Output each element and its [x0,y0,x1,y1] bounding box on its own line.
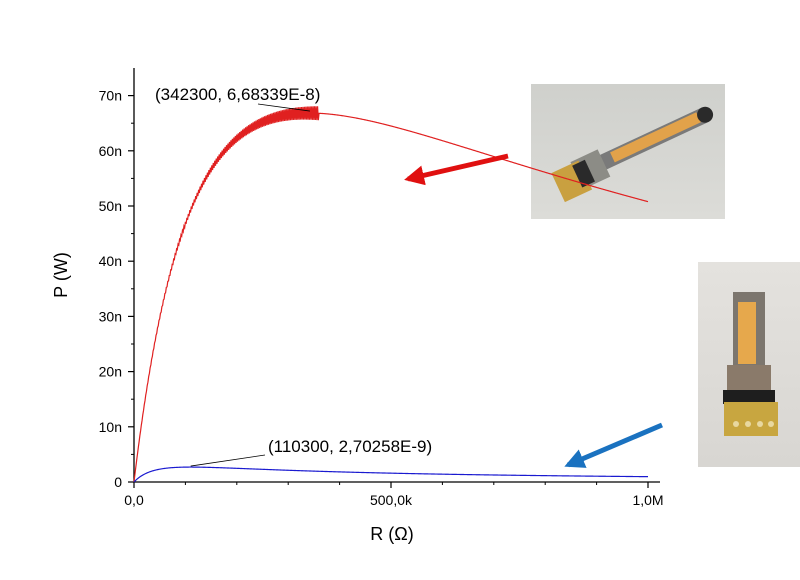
series-line-2 [133,466,649,483]
y-tick-label: 30n [99,308,122,324]
device-photo-red [531,84,725,219]
arrow-layer [404,153,663,468]
y-ticks: 0 10n 20n 30n 40n 50n 60n 70n [99,88,134,490]
peak-annotation: (342300, 6,68339E-8) [155,85,320,104]
x-tick-label: 1,0M [632,492,663,508]
pointer-arrow [404,153,509,186]
series-line-1 [133,106,649,483]
y-tick-label: 60n [99,143,122,159]
y-tick-label: 20n [99,364,122,380]
annotation-leader [257,103,310,112]
x-tick-label: 0,0 [124,492,144,508]
x-ticks: 0,0 500,0k 1,0M [124,482,664,508]
y-tick-label: 50n [99,198,122,214]
x-axis-title: R (Ω) [370,524,413,544]
peak-annotation: (110300, 2,70258E-9) [268,437,432,456]
y-axis-title: P (W) [51,252,71,298]
y-tick-label: 10n [99,419,122,435]
device-photo-blue [698,262,800,467]
y-tick-label: 70n [99,88,122,104]
y-tick-label: 40n [99,253,122,269]
y-tick-label: 0 [114,474,122,490]
x-tick-label: 500,0k [370,492,413,508]
annotation-layer: (342300, 6,68339E-8) (110300, 2,70258E-9) [155,85,432,467]
series-layer [133,106,649,483]
pointer-arrow [564,422,663,468]
annotation-leader [190,454,266,467]
